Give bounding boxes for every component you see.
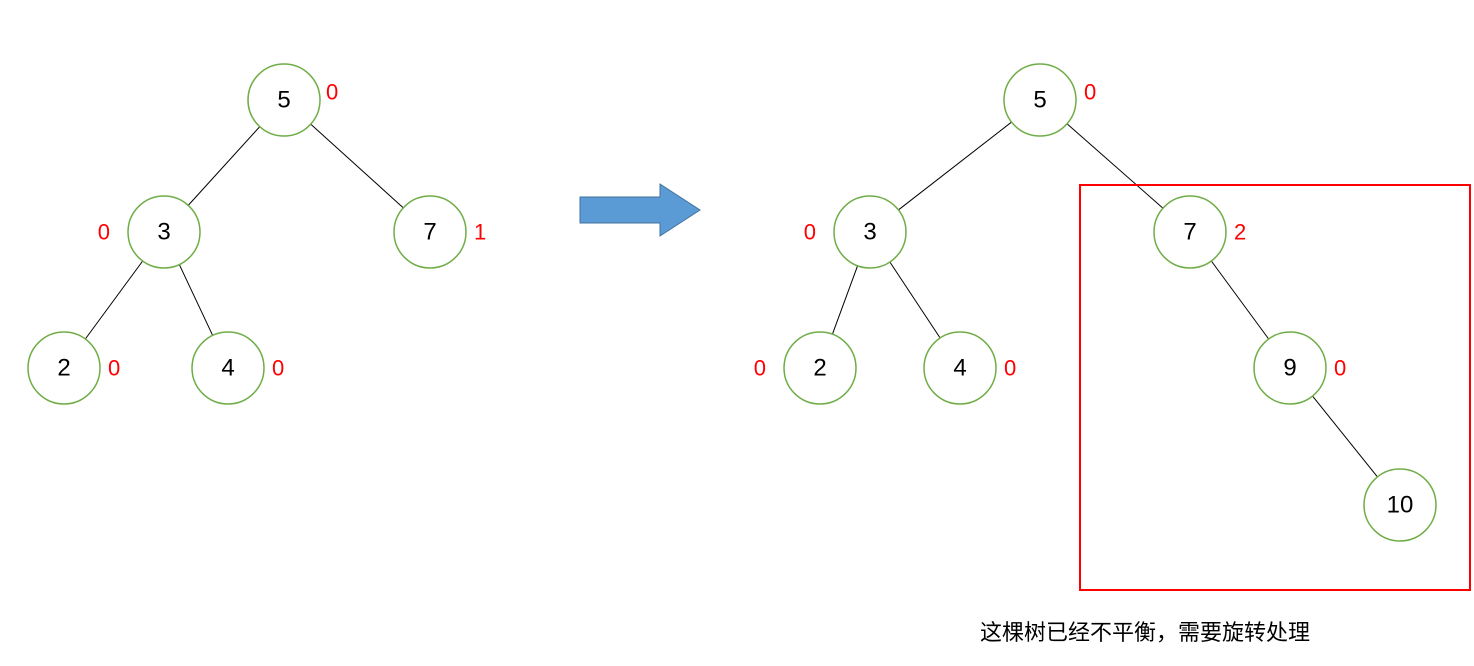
balance-factor: 2 xyxy=(1234,220,1246,245)
right_tree-node: 10 xyxy=(1364,469,1436,541)
node-value: 9 xyxy=(1283,355,1296,382)
node-value: 5 xyxy=(1033,87,1046,114)
node-value: 3 xyxy=(863,219,876,246)
balance-factor: 1 xyxy=(474,220,486,245)
node-value: 7 xyxy=(1183,219,1196,246)
balance-factor: 0 xyxy=(1084,80,1096,105)
node-value: 7 xyxy=(423,219,436,246)
node-value: 5 xyxy=(277,87,290,114)
balance-factor: 0 xyxy=(272,356,284,381)
node-value: 4 xyxy=(953,355,966,382)
diagram-canvas: 5 0 3 0 7 1 2 0 4 0 5 0 3 0 7 2 2 0 4 0 9 0 10 这棵树已经不平衡，需要旋转处理 xyxy=(0,0,1474,666)
balance-factor: 0 xyxy=(1004,356,1016,381)
balance-factor: 0 xyxy=(98,220,110,245)
node-value: 10 xyxy=(1387,492,1414,519)
node-value: 3 xyxy=(157,219,170,246)
balance-factor: 0 xyxy=(754,356,766,381)
balance-factor: 0 xyxy=(108,356,120,381)
caption-text: 这棵树已经不平衡，需要旋转处理 xyxy=(980,620,1310,645)
node-value: 2 xyxy=(57,355,70,382)
node-value: 4 xyxy=(221,355,234,382)
balance-factor: 0 xyxy=(1334,356,1346,381)
balance-factor: 0 xyxy=(804,220,816,245)
node-value: 2 xyxy=(813,355,826,382)
balance-factor: 0 xyxy=(326,80,338,105)
